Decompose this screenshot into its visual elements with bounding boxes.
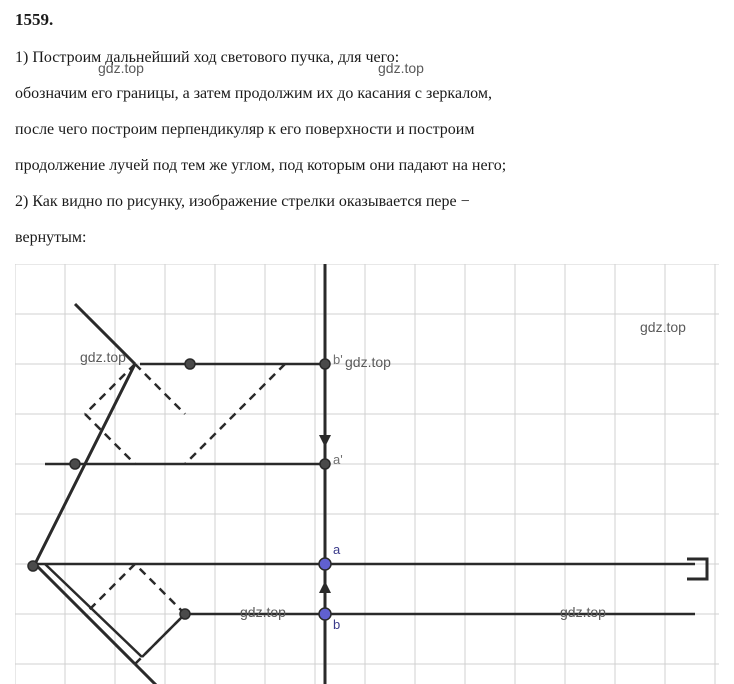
watermark-7: gdz.top <box>560 604 606 620</box>
svg-text:b': b' <box>333 352 343 367</box>
solution-line-4: продолжение лучей под тем же углом, под … <box>15 150 719 182</box>
svg-text:a: a <box>333 542 341 557</box>
watermark-1: gdz.top <box>98 60 144 76</box>
watermark-5: gdz.top <box>345 354 391 370</box>
problem-number: 1559. <box>15 10 719 30</box>
solution-line-3: после чего построим перпендикуляр к его … <box>15 114 719 146</box>
solution-line-6: вернутым: <box>15 222 719 254</box>
watermark-6: gdz.top <box>240 604 286 620</box>
solution-line-2: обозначим его границы, а затем продолжим… <box>15 78 719 110</box>
svg-text:b: b <box>333 617 340 632</box>
svg-text:a': a' <box>333 452 343 467</box>
watermark-3: gdz.top <box>640 319 686 335</box>
diagram: b' a' a b gdz.top gdz.top gdz.top gdz.top g… <box>15 264 719 684</box>
watermark-4: gdz.top <box>80 349 126 365</box>
watermark-2: gdz.top <box>378 60 424 76</box>
diagram-svg: b' a' a b <box>15 264 719 684</box>
solution-step-2: 2) Как видно по рисунку, изображение стр… <box>15 186 719 218</box>
